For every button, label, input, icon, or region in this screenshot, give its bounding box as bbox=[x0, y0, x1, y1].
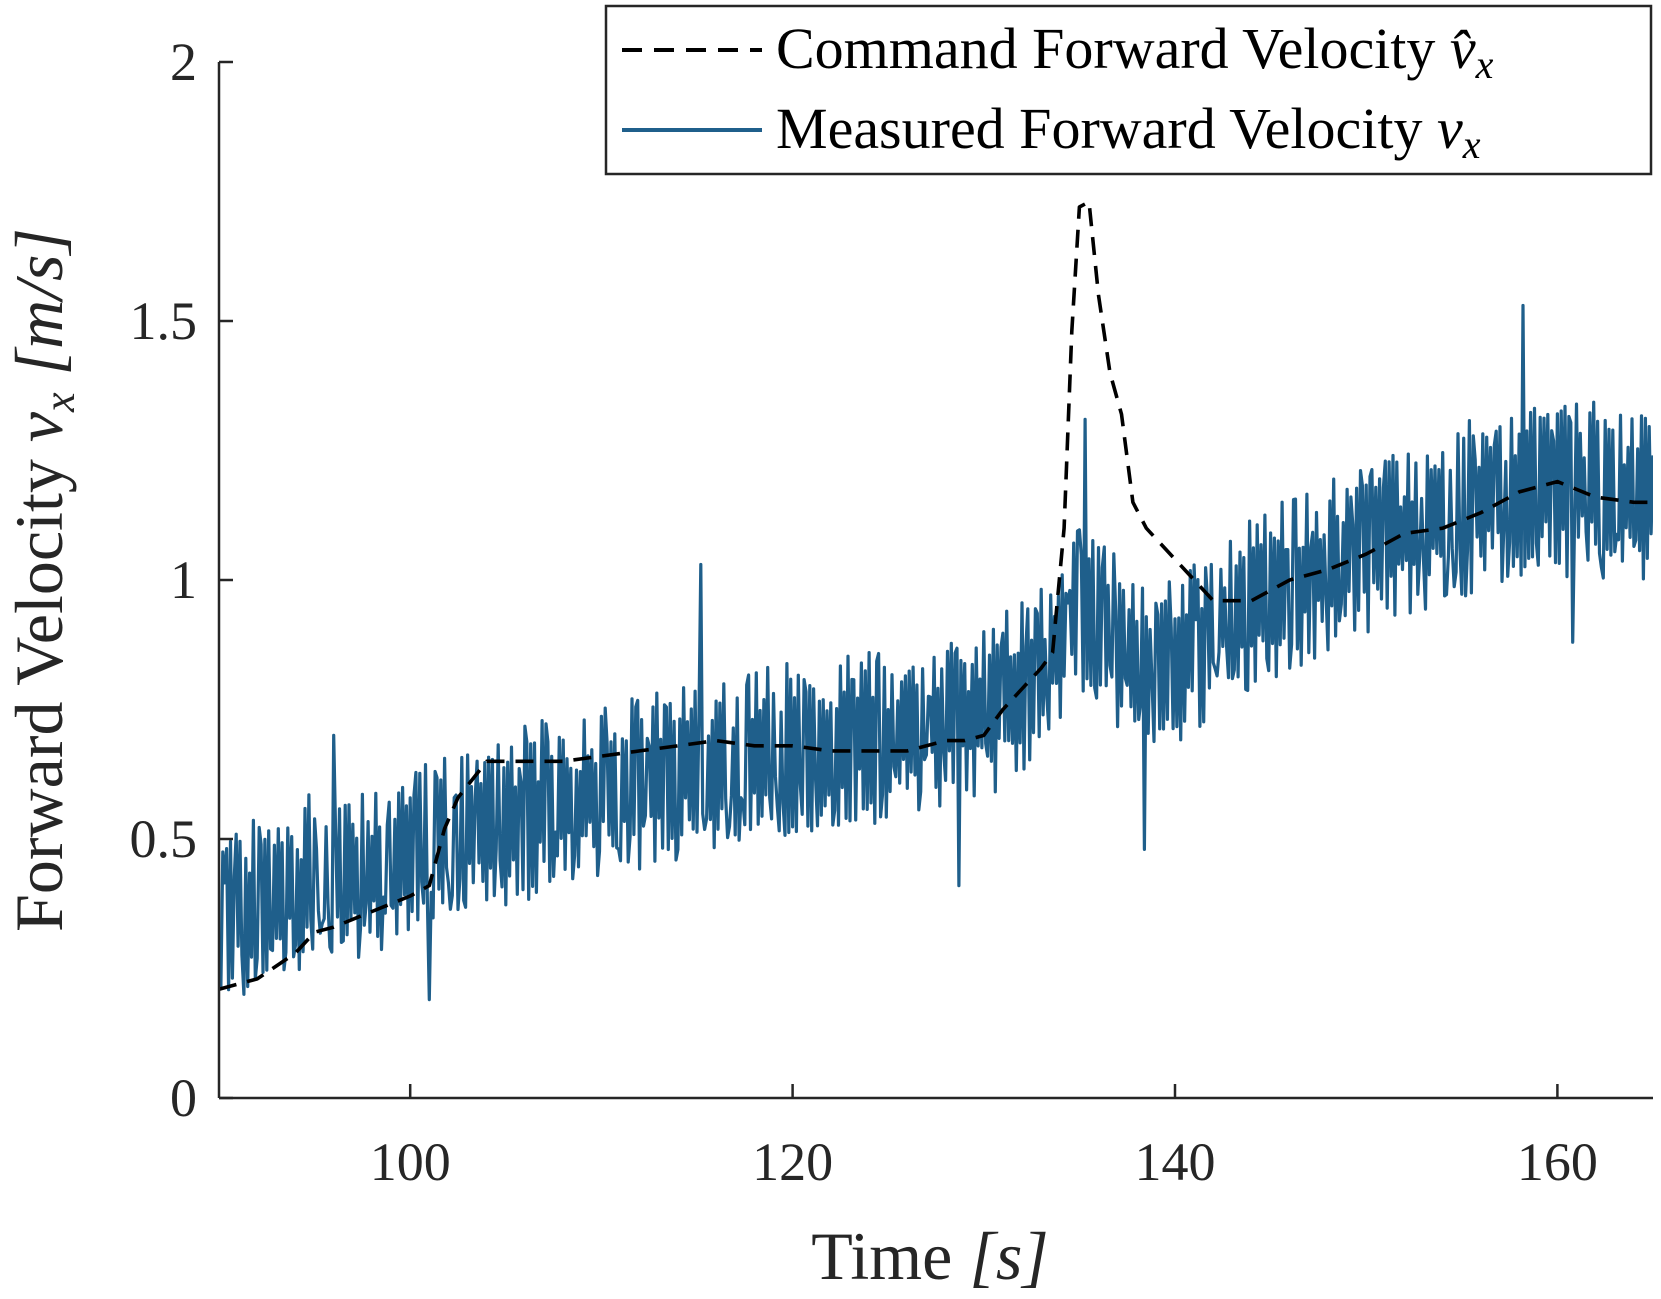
legend-box bbox=[604, 4, 1653, 176]
x-tick-label: 140 bbox=[1135, 1132, 1216, 1192]
ticks: 100 120 140 160 0 0.5 1 1.5 2 bbox=[130, 32, 1598, 1192]
series-command-line bbox=[219, 200, 1653, 991]
legend-command-label: Command Forward Velocity v̂x bbox=[776, 16, 1494, 87]
axes bbox=[217, 62, 1653, 1100]
y-tick-label: 2 bbox=[170, 32, 197, 92]
x-axis-title: Time [s] bbox=[811, 1218, 1049, 1294]
y-tick-label: 0.5 bbox=[130, 809, 198, 869]
x-tick-label: 100 bbox=[370, 1132, 451, 1192]
series-measured-line bbox=[219, 303, 1653, 1002]
legend: Command Forward Velocity v̂x Measured Fo… bbox=[604, 4, 1653, 176]
plot-area bbox=[219, 200, 1653, 1002]
y-axis-title: Forward Velocity vx [m/s] bbox=[1, 228, 84, 932]
legend-measured-label: Measured Forward Velocity vx bbox=[776, 96, 1481, 167]
x-tick-label: 160 bbox=[1517, 1132, 1598, 1192]
x-tick-label: 120 bbox=[752, 1132, 833, 1192]
y-tick-label: 0 bbox=[170, 1068, 197, 1128]
y-tick-label: 1 bbox=[170, 550, 197, 610]
y-tick-label: 1.5 bbox=[130, 291, 198, 351]
